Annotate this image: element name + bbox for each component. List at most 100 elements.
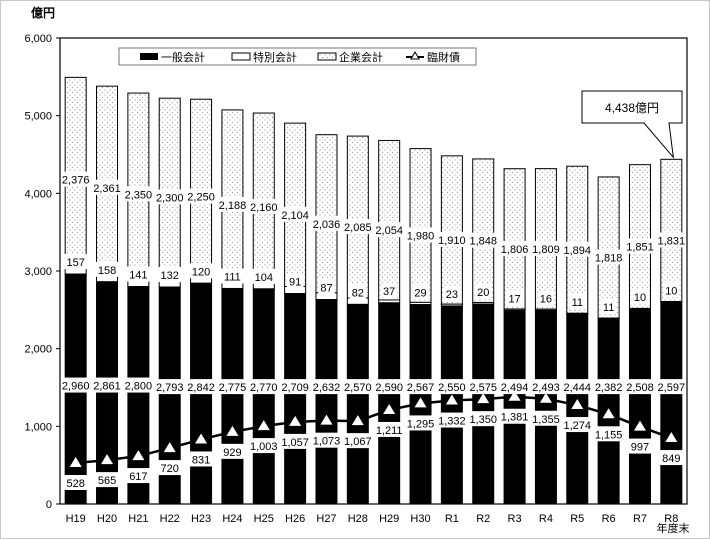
axes-layer: 0 1,000 2,000 3,000 4,000 5,000 6,000 H19 H20 H21… xyxy=(24,5,689,535)
bar-segment-kigyo xyxy=(252,112,275,282)
label-ippan: 2,567 xyxy=(407,382,435,394)
bar-segment-kigyo xyxy=(534,168,557,310)
bar-segment-kigyo xyxy=(96,85,119,271)
label-kigyo: 2,036 xyxy=(313,219,341,231)
bar-segment-ippan xyxy=(315,299,338,505)
label-rinzaisai: 565 xyxy=(98,475,116,487)
triangle-marker-icon xyxy=(132,450,145,461)
label-tokubetsu: 23 xyxy=(446,289,458,301)
label-ippan: 2,590 xyxy=(375,382,403,394)
label-tokubetsu: 120 xyxy=(192,266,210,278)
bar-segment-kigyo xyxy=(64,76,87,263)
label-ippan: 2,800 xyxy=(125,381,153,393)
x-tick-label: H19 xyxy=(66,513,86,525)
label-tokubetsu: 158 xyxy=(98,265,116,277)
label-tokubetsu: 37 xyxy=(383,286,395,298)
bar-segment-kigyo xyxy=(472,158,495,303)
bar-segment-kigyo xyxy=(346,135,369,299)
triangle-marker-icon xyxy=(508,390,521,401)
label-kigyo: 2,350 xyxy=(125,189,153,201)
bar-segment-ippan xyxy=(346,303,369,505)
bar-segment-ippan xyxy=(628,308,651,505)
triangle-marker-icon xyxy=(163,442,176,453)
bar-segment-kigyo xyxy=(158,97,181,278)
bar-segment-kigyo xyxy=(378,139,401,301)
label-rinzaisai: 1,155 xyxy=(595,429,623,441)
label-rinzaisai: 831 xyxy=(192,454,210,466)
bar-segment-ippan xyxy=(96,281,119,505)
label-rinzaisai: 997 xyxy=(631,442,649,454)
label-rinzaisai: 1,355 xyxy=(532,414,560,426)
label-rinzaisai: 1,003 xyxy=(250,441,278,453)
x-tick-label: H20 xyxy=(97,513,117,525)
legend-swatch-tokubetsu-icon xyxy=(231,52,251,61)
label-ippan: 2,550 xyxy=(438,382,466,394)
legend: 一般会計 特別会計 企業会計 臨財債 xyxy=(118,47,477,66)
label-ippan: 2,493 xyxy=(532,382,560,394)
label-ippan: 2,508 xyxy=(626,382,654,394)
label-ippan: 2,770 xyxy=(250,382,278,394)
triangle-marker-icon xyxy=(257,420,270,431)
triangle-marker-icon xyxy=(477,393,490,404)
label-kigyo: 1,818 xyxy=(595,253,623,265)
x-axis-unit: 年度末 xyxy=(657,521,690,535)
x-tick-label: H28 xyxy=(348,513,368,525)
x-tick-label: R3 xyxy=(508,513,522,525)
label-tokubetsu: 87 xyxy=(320,283,332,295)
label-rinzaisai: 849 xyxy=(662,453,680,465)
bar-segment-kigyo xyxy=(503,168,526,310)
bar-segment-ippan xyxy=(503,309,526,505)
label-tokubetsu: 91 xyxy=(289,277,301,289)
label-tokubetsu: 82 xyxy=(352,287,364,299)
triangle-marker-icon xyxy=(414,397,427,408)
x-tick-label: H24 xyxy=(222,513,242,525)
bar-segment-kigyo xyxy=(221,109,244,281)
x-tick-label: R7 xyxy=(633,513,647,525)
triangle-marker-icon xyxy=(101,454,114,465)
x-tick-label: H26 xyxy=(285,513,305,525)
legend-item-label: 特別会計 xyxy=(253,50,297,64)
bar-segment-kigyo xyxy=(190,98,213,275)
label-tokubetsu: 141 xyxy=(129,270,147,282)
label-kigyo: 2,160 xyxy=(250,202,278,214)
label-ippan: 2,597 xyxy=(658,382,686,394)
legend-swatch-kigyo-icon xyxy=(317,52,337,61)
triangle-marker-icon xyxy=(195,433,208,444)
x-tick-label: R6 xyxy=(602,513,616,525)
legend-item-label: 臨財債 xyxy=(427,50,460,64)
triangle-marker-icon xyxy=(351,415,364,426)
label-tokubetsu: 29 xyxy=(414,288,426,300)
triangle-marker-icon xyxy=(383,403,396,414)
label-kigyo: 1,851 xyxy=(626,242,654,254)
legend-swatch-rinzaisai-icon xyxy=(410,50,420,60)
label-tokubetsu: 104 xyxy=(255,272,273,284)
label-ippan: 2,494 xyxy=(501,382,529,394)
label-kigyo: 1,910 xyxy=(438,235,466,247)
x-tick-label: R2 xyxy=(476,513,490,525)
label-kigyo: 2,376 xyxy=(62,175,90,187)
label-kigyo: 2,085 xyxy=(344,222,372,234)
label-rinzaisai: 617 xyxy=(129,471,147,483)
label-ippan: 2,775 xyxy=(219,382,247,394)
label-rinzaisai: 1,332 xyxy=(438,416,466,428)
x-tick-label: H25 xyxy=(254,513,274,525)
bar-segment-ippan xyxy=(252,288,275,505)
label-ippan: 2,861 xyxy=(93,381,121,393)
x-tick-label: R5 xyxy=(570,513,584,525)
label-tokubetsu: 11 xyxy=(572,297,583,309)
label-ippan: 2,793 xyxy=(156,382,184,394)
bar-segment-kigyo xyxy=(597,176,620,319)
bar-segment-kigyo xyxy=(284,122,307,288)
y-tick-label: 1,000 xyxy=(24,421,52,433)
label-ippan: 2,382 xyxy=(595,382,623,394)
label-kigyo: 2,300 xyxy=(156,193,184,205)
label-kigyo: 1,980 xyxy=(407,230,435,242)
callout: 4,438億円 xyxy=(581,90,683,159)
label-ippan: 2,570 xyxy=(344,382,372,394)
label-rinzaisai: 1,274 xyxy=(564,420,592,432)
label-kigyo: 1,831 xyxy=(658,235,686,247)
triangle-marker-icon xyxy=(226,425,239,436)
label-rinzaisai: 1,057 xyxy=(281,437,309,449)
label-kigyo: 1,848 xyxy=(469,236,497,248)
